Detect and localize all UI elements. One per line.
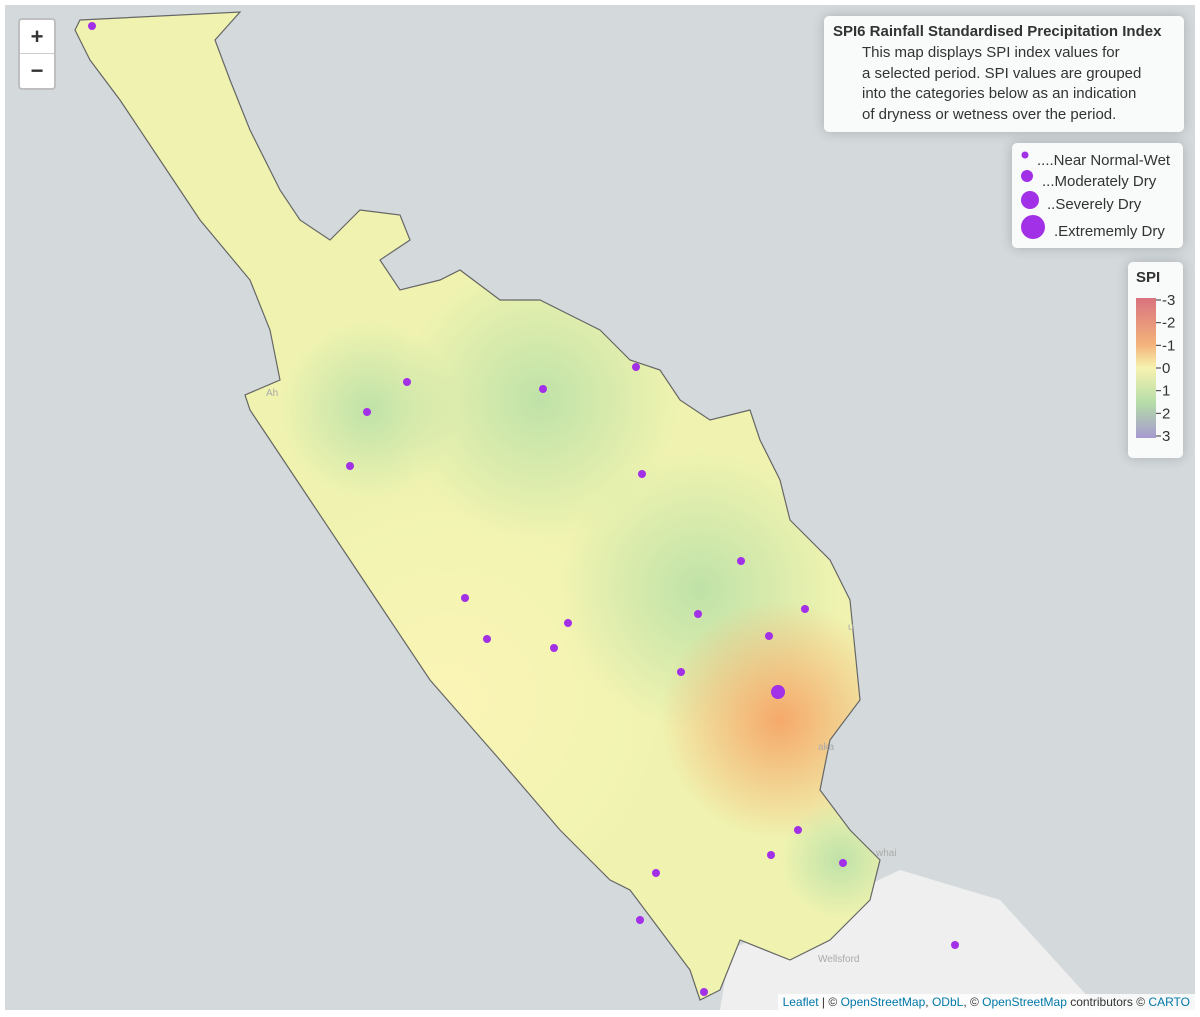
zoom-in[interactable]: +	[20, 20, 54, 54]
station-point	[363, 408, 371, 416]
place-label: aka	[818, 742, 835, 753]
size-legend-label: .Extrememly Dry	[1054, 223, 1165, 240]
station-point	[694, 610, 702, 618]
station-point	[550, 644, 558, 652]
station-point	[677, 668, 685, 676]
station-point	[403, 378, 411, 386]
station-point	[951, 941, 959, 949]
land-outside	[720, 870, 1100, 1010]
spi-legend: SPI -3 -2 -1 0 1 2 3	[1128, 262, 1183, 458]
stations	[88, 22, 959, 996]
info-line: This map displays SPI index values for	[862, 44, 1120, 61]
station-point	[839, 859, 847, 867]
attribution: Leaflet | © OpenStreetMap, ODbL, © OpenS…	[777, 994, 1195, 1010]
spi-tick-label: -1	[1162, 337, 1175, 354]
link[interactable]: Leaflet	[782, 995, 819, 1009]
text: , ©	[963, 995, 983, 1009]
station-point	[652, 869, 660, 877]
station-point	[737, 557, 745, 565]
link[interactable]: OpenStreetMap	[840, 995, 926, 1009]
spi-legend-title: SPI	[1136, 269, 1160, 286]
station-point	[346, 462, 354, 470]
info-line: a selected period. SPI values are groupe…	[862, 64, 1142, 82]
zoom-control: + −	[18, 18, 56, 90]
station-point	[767, 851, 775, 859]
info-box: SPI6 Rainfall Standardised Precipitation…	[824, 16, 1184, 132]
link[interactable]: ODbL	[931, 995, 964, 1009]
station-point	[632, 363, 640, 371]
station-point	[771, 685, 785, 699]
info-text: This map displays SPI index values for a …	[862, 43, 1184, 125]
spi-tick-label: 3	[1162, 428, 1170, 445]
text: ,	[925, 995, 932, 1009]
station-point	[801, 605, 809, 613]
station-point	[539, 385, 547, 393]
spi-tick-label: 1	[1162, 383, 1170, 400]
zoom-out[interactable]: −	[30, 58, 44, 83]
station-point	[794, 826, 802, 834]
info-line: into the categories below as an indicati…	[862, 85, 1137, 102]
station-point	[638, 470, 646, 478]
spi-tick-label: -3	[1162, 292, 1175, 309]
link[interactable]: OpenStreetMap	[982, 995, 1067, 1009]
link[interactable]: CARTO	[1148, 995, 1190, 1009]
size-legend-label: ...Moderately Dry	[1042, 173, 1157, 190]
place-label: whai	[875, 848, 897, 859]
size-legend-label: ..Severely Dry	[1047, 196, 1142, 213]
info-line: of dryness or wetness over the period.	[862, 105, 1117, 123]
place-label: Wellsford	[818, 954, 860, 965]
size-legend-label: ....Near Normal-Wet	[1037, 152, 1171, 169]
place-label: Ah	[266, 388, 278, 399]
station-point	[765, 632, 773, 640]
spi-color-bar	[1136, 298, 1156, 438]
station-point	[461, 594, 469, 602]
spi-tick-label: -2	[1162, 315, 1175, 332]
text: | ©	[818, 995, 841, 1009]
spi-tick-label: 2	[1162, 405, 1170, 422]
station-point	[564, 619, 572, 627]
size-legend-graphic: ....Near Normal-Wet ...Moderately Dry ..…	[1021, 151, 1171, 240]
station-point	[88, 22, 96, 30]
place-label: u	[848, 622, 854, 633]
info-title: SPI6 Rainfall Standardised Precipitation…	[833, 23, 1162, 40]
spi-legend-graphic: SPI -3 -2 -1 0 1 2 3	[1136, 269, 1175, 445]
station-point	[483, 635, 491, 643]
station-point	[636, 916, 644, 924]
station-point	[700, 988, 708, 996]
size-legend: ....Near Normal-Wet ...Moderately Dry ..…	[1012, 143, 1183, 248]
spi-tick-label: 0	[1162, 360, 1170, 377]
text: contributors ©	[1066, 995, 1149, 1009]
